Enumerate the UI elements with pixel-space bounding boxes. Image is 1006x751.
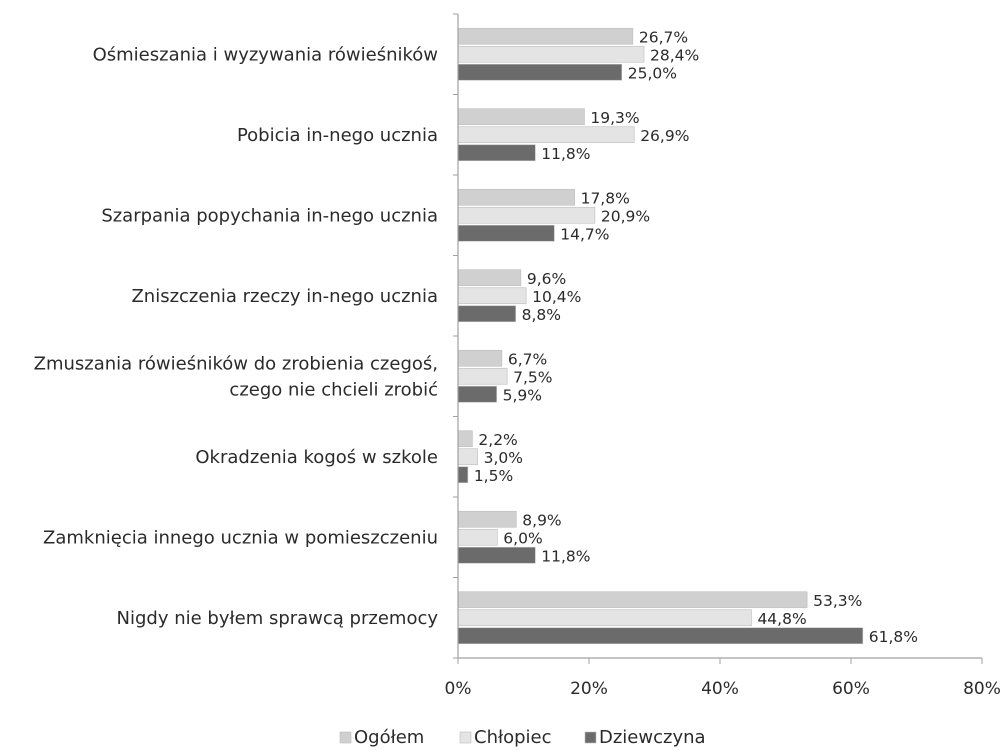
bar-ogółem: [457, 27, 634, 45]
data-label: 11,8%: [541, 547, 590, 565]
data-label: 9,6%: [527, 270, 566, 288]
legend-swatch-chłopiec: [459, 731, 472, 744]
bar-chłopiec: [457, 448, 478, 466]
data-label: 8,9%: [522, 511, 561, 529]
bar-ogółem: [457, 430, 473, 448]
bar-dziewczyna: [457, 63, 623, 81]
data-label: 44,8%: [757, 610, 806, 628]
x-tick-label: 60%: [832, 679, 870, 699]
data-label: 25,0%: [628, 64, 677, 82]
data-label: 3,0%: [484, 449, 523, 467]
category-label: Pobicia in-nego ucznia: [237, 125, 438, 146]
bar-ogółem: [457, 591, 808, 609]
data-label: 26,9%: [640, 127, 689, 145]
data-label: 8,8%: [522, 306, 561, 324]
bar-chłopiec: [457, 287, 527, 305]
bar-chłopiec: [457, 126, 635, 144]
category-label: Zamknięcia innego ucznia w pomieszczeniu: [43, 527, 438, 548]
legend-label-dziewczyna: Dziewczyna: [599, 727, 706, 748]
x-tick-label: 20%: [570, 679, 608, 699]
x-ticks: 0% 20% 40% 60% 80%: [445, 658, 1001, 699]
data-label: 6,7%: [508, 350, 547, 368]
data-label: 20,9%: [601, 207, 650, 225]
data-label: 7,5%: [513, 368, 552, 386]
x-tick-label: 0%: [445, 679, 472, 699]
category-label: Nigdy nie byłem sprawcą przemocy: [117, 608, 439, 629]
bars: [457, 27, 864, 645]
x-tick-label: 40%: [701, 679, 739, 699]
bar-ogółem: [457, 188, 575, 206]
data-label: 17,8%: [581, 189, 630, 207]
data-label: 19,3%: [590, 109, 639, 127]
bar-chłopiec: [457, 45, 645, 63]
data-label: 14,7%: [560, 225, 609, 243]
data-label: 61,8%: [869, 628, 918, 646]
bar-dziewczyna: [457, 144, 536, 162]
data-label: 6,0%: [503, 529, 542, 547]
legend-label-ogółem: Ogółem: [354, 727, 424, 748]
legend: Ogółem Chłopiec Dziewczyna: [339, 727, 706, 748]
category-label: Zniszczenia rzeczy in-nego ucznia: [131, 286, 438, 307]
bar-chłopiec: [457, 528, 498, 546]
data-label: 28,4%: [650, 46, 699, 64]
data-label: 2,2%: [478, 431, 517, 449]
bar-dziewczyna: [457, 224, 555, 242]
category-label: Szarpania popychania in-nego ucznia: [101, 205, 438, 226]
bar-chłopiec: [457, 609, 752, 627]
category-label: Okradzenia kogoś w szkole: [195, 447, 438, 468]
bar-dziewczyna: [457, 305, 516, 323]
data-label: 1,5%: [474, 467, 513, 485]
bar-dziewczyna: [457, 385, 497, 403]
bar-chłopiec: [457, 206, 596, 224]
bar-chłopiec: [457, 367, 508, 385]
bar-ogółem: [457, 349, 503, 367]
bar-ogółem: [457, 510, 517, 528]
data-label: 26,7%: [639, 28, 688, 46]
data-label: 11,8%: [541, 145, 590, 163]
bar-ogółem: [457, 269, 522, 287]
bar-dziewczyna: [457, 546, 536, 564]
legend-swatch-dziewczyna: [584, 731, 597, 744]
category-label: Zmuszania rówieśników do zrobienia czego…: [34, 353, 438, 400]
legend-swatch-ogółem: [339, 731, 352, 744]
bar-dziewczyna: [457, 466, 469, 484]
data-label: 53,3%: [813, 592, 862, 610]
value-labels: 26,7%28,4%25,0% 19,3%26,9% 11,8% 17,8%20,9%…: [474, 28, 918, 646]
bar-dziewczyna: [457, 627, 864, 645]
data-label: 10,4%: [532, 288, 581, 306]
data-label: 5,9%: [503, 386, 542, 404]
legend-label-chłopiec: Chłopiec: [474, 727, 552, 748]
x-tick-label: 80%: [963, 679, 1001, 699]
category-label: Ośmieszania i wyzywania rówieśników: [93, 44, 438, 65]
bar-ogółem: [457, 108, 585, 126]
category-labels: Ośmieszania i wyzywania rówieśników Pobic…: [34, 44, 439, 629]
